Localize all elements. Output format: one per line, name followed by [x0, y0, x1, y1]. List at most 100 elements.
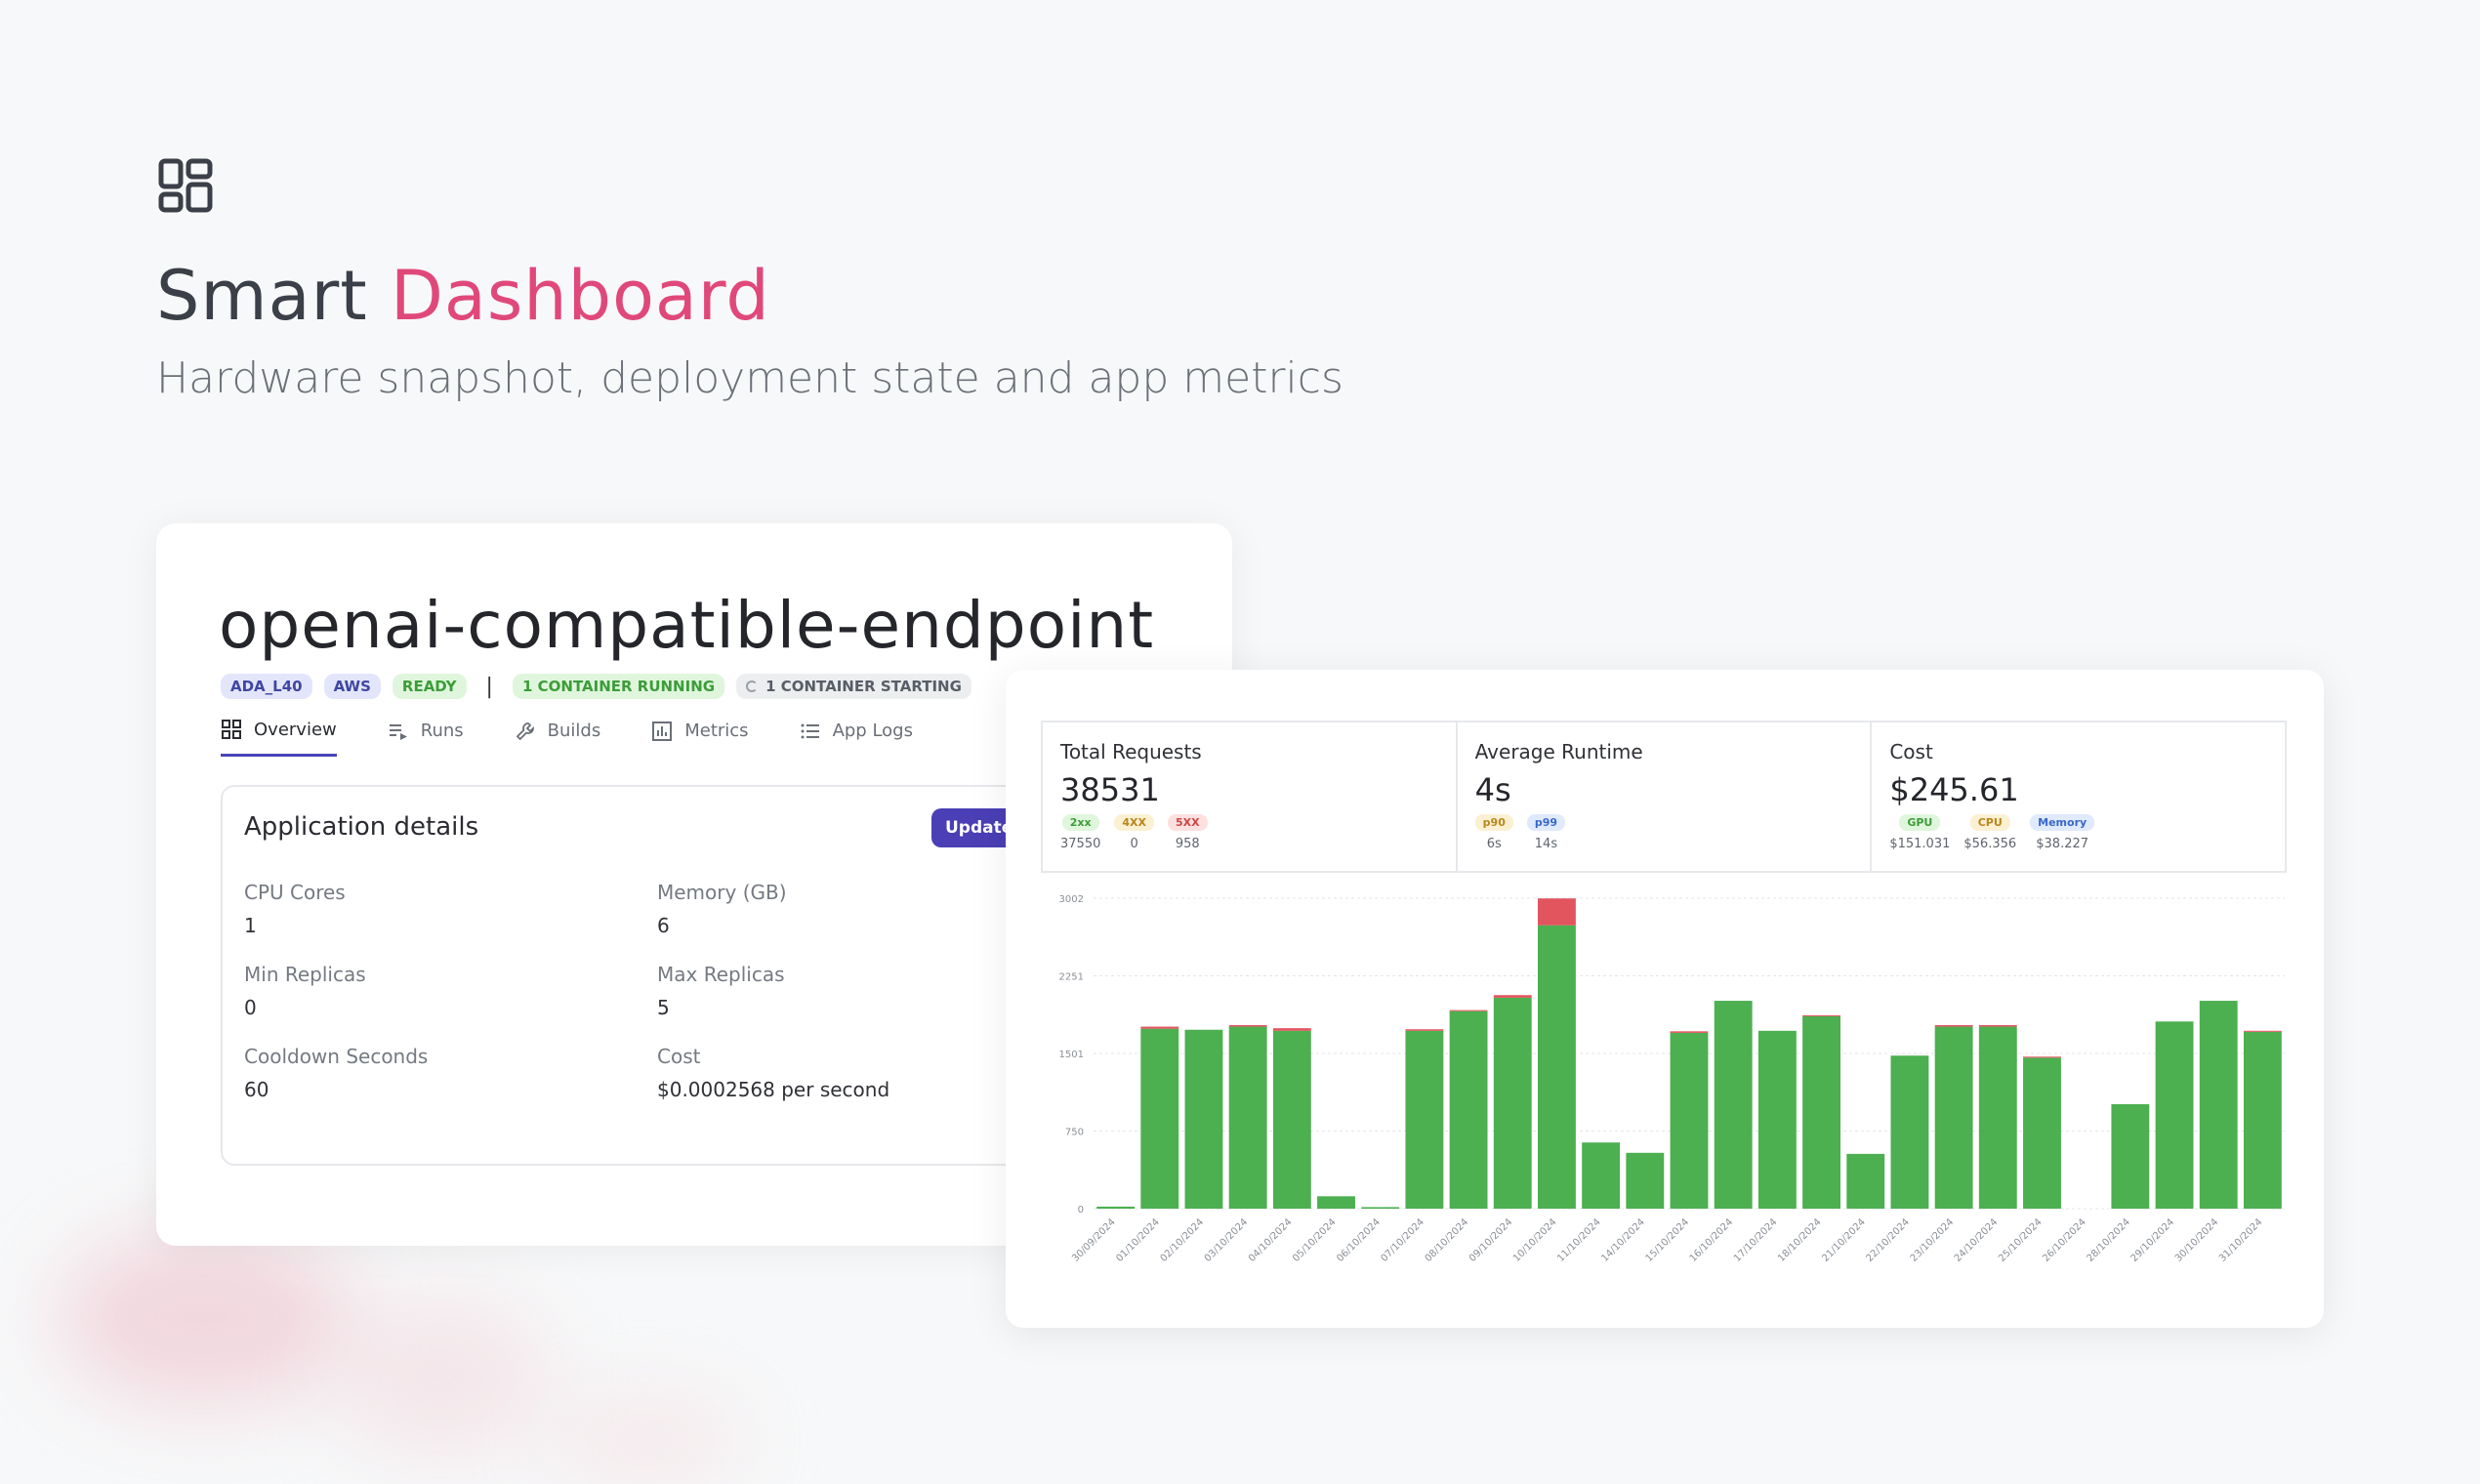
x-tick-label: 21/10/2024	[1820, 1216, 1868, 1264]
bar-chart-icon	[652, 721, 673, 741]
field-cpu-cores: CPU Cores 1	[244, 881, 346, 937]
x-tick-label: 06/10/2024	[1335, 1216, 1383, 1264]
container-starting-label: 1 CONTAINER STARTING	[765, 678, 962, 695]
bar-success	[1184, 1029, 1223, 1209]
field-memory: Memory (GB) 6	[657, 881, 787, 937]
x-tick-label: 28/10/2024	[2085, 1216, 2132, 1264]
background-blob	[59, 1230, 351, 1406]
page-title-accent: Dashboard	[391, 256, 770, 336]
x-tick-label: 30/10/2024	[2173, 1216, 2221, 1264]
bar-success	[1846, 1153, 1885, 1209]
container-running-badge: 1 CONTAINER RUNNING	[512, 674, 725, 699]
y-tick-label: 0	[1078, 1205, 1084, 1216]
tab-label: Builds	[547, 721, 601, 741]
x-tick-label: 03/10/2024	[1203, 1216, 1251, 1264]
bar-error	[1978, 1024, 2017, 1027]
bar-success	[1890, 1055, 1929, 1209]
bar-error	[2023, 1056, 2061, 1058]
y-tick-label: 3002	[1059, 894, 1084, 905]
x-tick-label: 05/10/2024	[1291, 1216, 1339, 1264]
chip-value: $38.227	[2036, 837, 2089, 851]
x-tick-label: 23/10/2024	[1909, 1216, 1957, 1264]
chip-value: 6s	[1486, 837, 1502, 851]
chip-5xx: 5XX 958	[1167, 814, 1208, 851]
provider-badge: AWS	[323, 674, 381, 699]
bar-success	[1934, 1026, 1973, 1209]
app-name: openai-compatible-endpoint	[219, 588, 1155, 663]
stat-label: Cost	[1889, 740, 1933, 763]
chip-gpu: GPU $151.031	[1889, 814, 1950, 851]
status-badge: READY	[392, 674, 467, 699]
field-value: 0	[244, 996, 257, 1019]
chip-tag: GPU	[1899, 814, 1941, 831]
x-tick-label: 16/10/2024	[1688, 1216, 1736, 1264]
background-blob	[547, 1396, 742, 1484]
x-tick-label: 25/10/2024	[1997, 1216, 2045, 1264]
x-tick-label: 14/10/2024	[1599, 1216, 1647, 1264]
field-label: Cooldown Seconds	[244, 1045, 429, 1068]
field-value: 6	[657, 914, 670, 937]
bar-success	[1626, 1152, 1665, 1209]
bar-error	[1140, 1026, 1179, 1029]
chip-value: 958	[1175, 837, 1200, 851]
tab-label: Metrics	[684, 721, 749, 741]
tab-app-logs[interactable]: App Logs	[800, 719, 913, 757]
bar-success	[2199, 1001, 2238, 1209]
x-tick-label: 08/10/2024	[1424, 1216, 1471, 1264]
list-play-icon	[389, 723, 407, 740]
chip-4xx: 4XX 0	[1114, 814, 1154, 851]
x-tick-label: 11/10/2024	[1555, 1216, 1603, 1264]
x-tick-label: 07/10/2024	[1379, 1216, 1426, 1264]
bar-success	[1802, 1015, 1840, 1209]
background-blob	[332, 1298, 547, 1455]
page-title: Smart Dashboard	[156, 256, 770, 336]
tab-metrics[interactable]: Metrics	[651, 719, 749, 757]
field-label: Max Replicas	[657, 963, 785, 986]
field-cooldown-seconds: Cooldown Seconds 60	[244, 1045, 428, 1101]
field-value: 1	[244, 914, 257, 937]
tab-overview[interactable]: Overview	[221, 719, 337, 757]
stat-label: Total Requests	[1060, 740, 1202, 763]
list-icon	[801, 723, 819, 738]
bar-error	[1405, 1029, 1444, 1031]
field-label: CPU Cores	[244, 881, 346, 904]
spinner-icon	[746, 680, 759, 692]
bar-success	[2155, 1021, 2194, 1209]
x-tick-label: 31/10/2024	[2217, 1216, 2265, 1264]
x-tick-label: 02/10/2024	[1159, 1216, 1207, 1264]
bar-success	[2111, 1104, 2150, 1209]
wrench-icon	[516, 721, 534, 740]
bar-error	[2243, 1030, 2282, 1032]
stat-breakdown: 2xx 37550 4XX 0 5XX 958	[1060, 814, 1438, 851]
chip-value: 0	[1130, 837, 1138, 851]
field-label: Cost	[657, 1045, 701, 1068]
x-tick-label: 10/10/2024	[1511, 1216, 1559, 1264]
x-tick-label: 22/10/2024	[1865, 1216, 1913, 1264]
bar-success	[1978, 1026, 2017, 1209]
field-label: Memory (GB)	[657, 881, 787, 904]
chip-p90: p90 6s	[1474, 814, 1513, 851]
y-tick-label: 2251	[1059, 972, 1084, 983]
x-tick-label: 24/10/2024	[1953, 1216, 2001, 1264]
stat-average-runtime: Average Runtime 4s p90 6s p99 14s	[1458, 722, 1873, 871]
chip-tag: 5XX	[1167, 814, 1208, 831]
bar-error	[1449, 1010, 1488, 1011]
stat-value: $245.61	[1889, 771, 2019, 808]
chip-value: $151.031	[1889, 837, 1951, 851]
chip-tag: p90	[1474, 814, 1513, 831]
bar-success	[1538, 925, 1576, 1209]
container-starting-badge: 1 CONTAINER STARTING	[736, 674, 971, 699]
bar-error	[1802, 1014, 1840, 1016]
tab-runs[interactable]: Runs	[388, 719, 464, 757]
x-tick-label: 09/10/2024	[1467, 1216, 1515, 1264]
field-value: 60	[244, 1078, 269, 1101]
bar-success	[1361, 1207, 1400, 1209]
chip-2xx: 2xx 37550	[1060, 814, 1100, 851]
chip-value: 37550	[1060, 837, 1101, 851]
tab-label: Overview	[254, 719, 337, 740]
bar-success	[1272, 1030, 1311, 1209]
chip-tag: Memory	[2030, 814, 2095, 831]
tab-bar: Overview Runs Builds Metrics App Logs	[221, 719, 913, 757]
chip-tag: p99	[1526, 814, 1566, 831]
tab-builds[interactable]: Builds	[515, 719, 601, 757]
